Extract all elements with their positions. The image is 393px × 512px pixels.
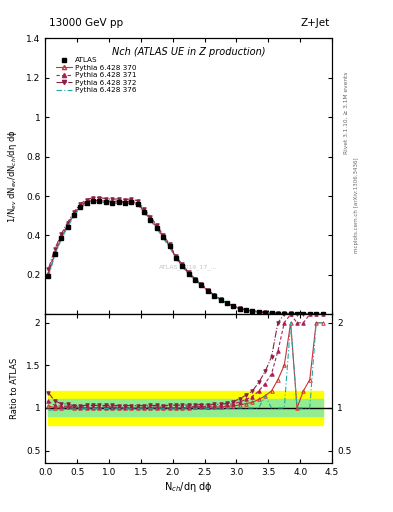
X-axis label: N$_{ch}$/dη dϕ: N$_{ch}$/dη dϕ bbox=[164, 480, 213, 494]
Y-axis label: 1/N$_{ev}$ dN$_{ev}$/dN$_{ch}$/dη dϕ: 1/N$_{ev}$ dN$_{ev}$/dN$_{ch}$/dη dϕ bbox=[6, 130, 19, 223]
Legend: ATLAS, Pythia 6.428 370, Pythia 6.428 371, Pythia 6.428 372, Pythia 6.428 376: ATLAS, Pythia 6.428 370, Pythia 6.428 37… bbox=[55, 56, 138, 95]
Text: Rivet 3.1.10, ≥ 3.1M events: Rivet 3.1.10, ≥ 3.1M events bbox=[344, 72, 349, 154]
Text: ATLAS_2019_17_...: ATLAS_2019_17_... bbox=[160, 264, 218, 270]
Text: 13000 GeV pp: 13000 GeV pp bbox=[49, 18, 123, 28]
Text: Nch (ATLAS UE in Z production): Nch (ATLAS UE in Z production) bbox=[112, 47, 265, 57]
Y-axis label: Ratio to ATLAS: Ratio to ATLAS bbox=[10, 358, 19, 419]
Text: Z+Jet: Z+Jet bbox=[301, 18, 330, 28]
Text: mcplots.cern.ch [arXiv:1306.3436]: mcplots.cern.ch [arXiv:1306.3436] bbox=[354, 157, 359, 252]
